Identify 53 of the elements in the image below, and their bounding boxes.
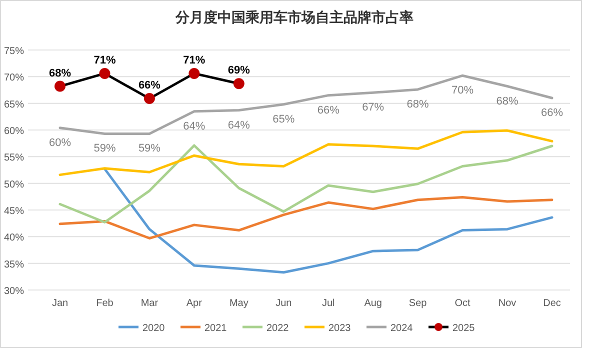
legend-label: 2024 <box>390 323 414 334</box>
legend-label: 2022 <box>266 323 290 334</box>
legend-label: 2025 <box>452 323 476 334</box>
data-label: 64% <box>228 119 250 132</box>
x-tick-label: May <box>229 298 248 309</box>
data-label: 66% <box>540 107 564 119</box>
data-label: 68% <box>48 67 72 80</box>
x-tick-label: Aug <box>364 298 382 309</box>
y-tick-label: 50% <box>4 179 24 190</box>
point <box>99 68 110 79</box>
y-tick-label: 45% <box>4 206 24 217</box>
x-tick-label: Jun <box>276 298 292 309</box>
legend-label: 2020 <box>142 323 166 334</box>
data-label: 60% <box>48 136 72 149</box>
y-tick-label: 40% <box>4 232 24 244</box>
data-label: 71% <box>94 54 116 66</box>
data-label: 68% <box>406 98 430 110</box>
legend-label: 2021 <box>204 323 228 334</box>
x-tick-label: Jan <box>52 298 68 309</box>
point <box>54 80 66 92</box>
line-series <box>58 196 554 240</box>
x-tick-label: Mar <box>140 298 159 309</box>
data-label: 65% <box>272 113 295 126</box>
x-tick-label: Oct <box>454 298 471 309</box>
data-label: 68% <box>496 95 518 108</box>
data-label: 71% <box>183 54 206 66</box>
y-tick-label: 30% <box>4 286 24 297</box>
y-tick-label: 35% <box>4 259 24 270</box>
x-tick-label: Apr <box>186 298 203 309</box>
data-label: 59% <box>94 142 116 155</box>
y-tick-label: 75% <box>4 46 24 57</box>
x-tick-label: Dec <box>543 298 561 309</box>
y-tick-label: 60% <box>4 126 24 137</box>
x-tick-label: Nov <box>498 298 516 309</box>
y-tick-label: 70% <box>4 72 24 84</box>
data-label: 70% <box>452 84 474 97</box>
point <box>144 93 155 104</box>
y-tick-label: 65% <box>4 99 24 110</box>
data-label: 64% <box>183 120 206 132</box>
y-tick-label: 55% <box>4 152 24 164</box>
data-label: 59% <box>138 142 161 155</box>
point <box>233 78 244 90</box>
legend-label: 2023 <box>328 323 352 334</box>
data-label: 66% <box>138 80 161 92</box>
data-label: 69% <box>228 64 250 77</box>
x-tick-label: Sep <box>408 298 428 309</box>
line-series <box>103 168 554 274</box>
data-label: 67% <box>362 102 384 114</box>
x-tick-label: Jul <box>322 298 335 309</box>
chart-title: 分月度中国乘用车市场自主品牌市占率 <box>174 9 414 25</box>
data-label: 66% <box>317 104 340 116</box>
point <box>188 68 200 79</box>
x-tick-label: Feb <box>96 298 114 309</box>
